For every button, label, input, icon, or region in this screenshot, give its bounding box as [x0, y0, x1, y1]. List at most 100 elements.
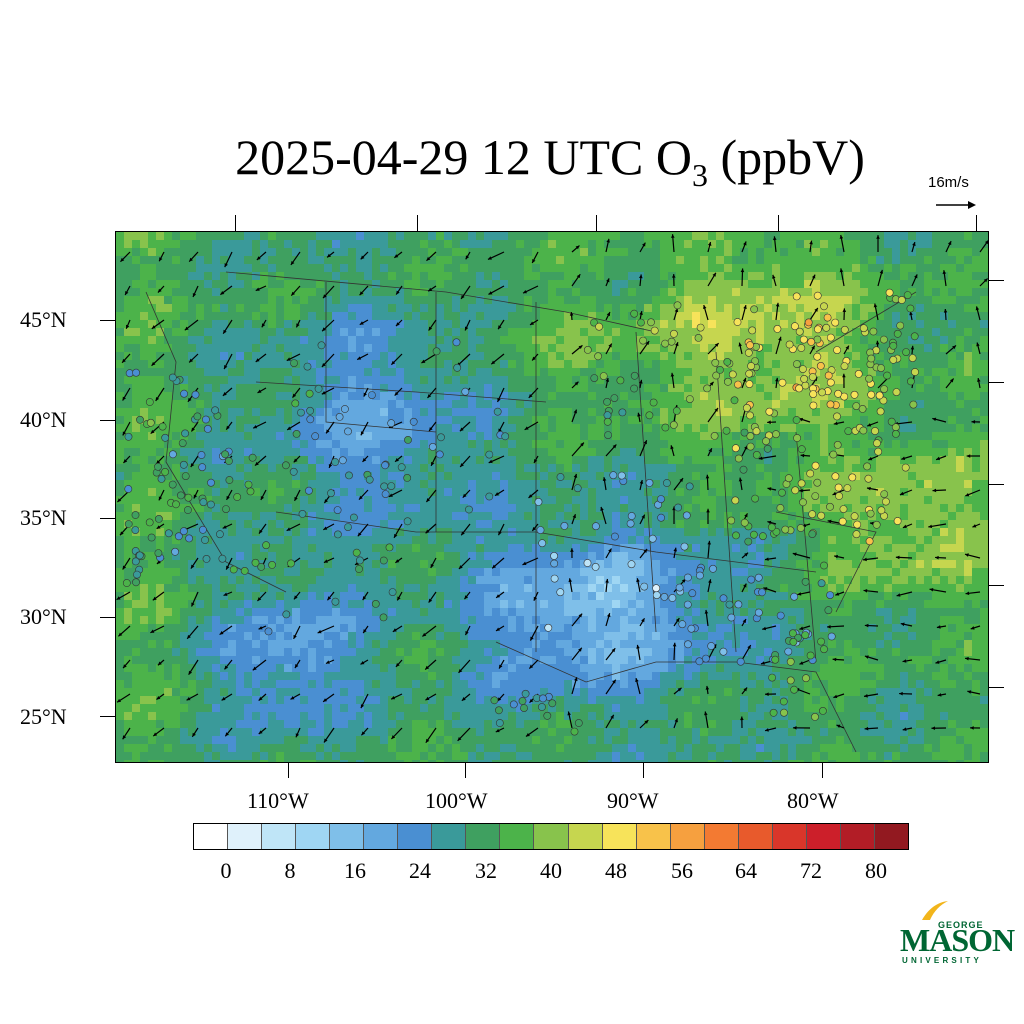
monitoring-station-marker — [800, 374, 808, 383]
wind-vector-arrow — [935, 555, 947, 560]
wind-vector-arrow — [605, 714, 615, 729]
monitoring-station-marker — [731, 444, 740, 453]
monitoring-station-marker — [745, 380, 754, 388]
monitoring-station-marker — [727, 613, 736, 622]
monitoring-station-marker — [661, 339, 669, 348]
monitoring-station-marker — [591, 562, 600, 571]
wind-vector-arrow — [158, 251, 165, 262]
monitoring-station-marker — [872, 520, 881, 529]
wind-vector-arrow — [286, 353, 301, 362]
colorbar-swatch — [330, 824, 365, 849]
wind-vector-arrow — [184, 319, 199, 331]
monitoring-station-marker — [727, 516, 736, 525]
monitoring-station-marker — [734, 380, 742, 389]
monitoring-station-marker — [826, 378, 835, 387]
monitoring-station-marker — [669, 420, 678, 429]
wind-vector-arrow — [707, 447, 713, 457]
monitoring-station-marker — [771, 655, 780, 664]
wind-vector-arrow — [867, 421, 879, 427]
wind-vector-arrow — [741, 552, 749, 559]
wind-vector-arrow — [395, 319, 403, 327]
wind-vector-arrow — [457, 727, 471, 742]
wind-vector-arrow — [158, 489, 165, 501]
wind-vector-arrow — [979, 239, 988, 253]
wind-vector-arrow — [895, 555, 913, 560]
monitoring-station-marker — [202, 415, 210, 424]
right-tick-2 — [988, 382, 1004, 383]
wind-vector-arrow — [863, 693, 879, 698]
monitoring-station-marker — [452, 338, 461, 347]
monitoring-station-marker — [806, 469, 815, 478]
wind-vector-arrow — [463, 591, 471, 600]
wind-vector-arrow — [459, 455, 471, 468]
wind-vector-arrow — [704, 609, 709, 627]
wind-vector-arrow — [567, 711, 573, 729]
wind-vector-arrow — [224, 727, 233, 737]
monitoring-station-marker — [198, 463, 207, 472]
wind-vector-arrow — [839, 234, 845, 253]
monitoring-station-marker — [657, 495, 665, 503]
monitoring-station-marker — [789, 629, 797, 638]
wind-vector-arrow — [636, 578, 641, 593]
wind-vector-arrow — [569, 311, 574, 321]
monitoring-station-marker — [437, 433, 445, 442]
monitoring-station-marker — [327, 489, 335, 498]
wind-vector-arrow — [571, 344, 583, 355]
colorbar-label-8: 8 — [284, 858, 296, 883]
wind-vector-arrow — [395, 557, 403, 564]
monitoring-station-marker — [550, 551, 558, 560]
wind-vector-arrow — [671, 274, 676, 287]
state-border-line — [225, 271, 657, 333]
wind-vector-arrow — [842, 308, 847, 321]
wind-vector-arrow — [428, 591, 437, 603]
monitoring-station-marker — [744, 537, 753, 546]
wind-vector-arrow — [425, 693, 437, 701]
state-border-line — [795, 431, 817, 663]
wind-vector-arrow — [976, 342, 981, 355]
colorbar-label-24: 24 — [409, 858, 431, 883]
wind-vector-arrow — [290, 285, 301, 297]
monitoring-station-marker — [772, 430, 780, 439]
monitoring-station-marker — [154, 549, 163, 557]
wind-vector-arrow — [706, 508, 710, 525]
monitoring-station-marker — [673, 301, 682, 310]
monitoring-station-marker — [649, 398, 658, 407]
monitoring-station-marker — [892, 429, 900, 438]
wind-vector-arrow — [188, 659, 199, 676]
colorbar-label-56: 56 — [671, 858, 693, 883]
monitoring-station-marker — [233, 493, 242, 501]
monitoring-station-marker — [831, 318, 840, 327]
lat-tick-30 — [100, 617, 115, 618]
wind-vector-arrow — [252, 421, 267, 429]
wind-vector-arrow — [188, 251, 199, 263]
wind-vector-arrow — [568, 578, 573, 593]
wind-vector-arrow — [605, 578, 609, 593]
wind-vector-arrow — [494, 489, 505, 497]
monitoring-station-marker — [289, 467, 298, 476]
wind-vector-arrow — [602, 477, 607, 491]
monitoring-station-marker — [839, 505, 848, 513]
monitoring-station-marker — [747, 362, 755, 370]
lon-tick-80 — [822, 762, 823, 778]
wind-vector-arrow — [465, 251, 471, 260]
lat-label-45n: 45°N — [20, 307, 67, 332]
right-tick-1 — [988, 280, 1004, 281]
wind-vector-arrow — [764, 727, 777, 732]
monitoring-station-marker — [556, 473, 565, 481]
monitoring-station-marker — [645, 478, 654, 487]
monitoring-station-marker — [818, 388, 826, 397]
monitoring-station-marker — [734, 454, 743, 463]
monitoring-station-marker — [306, 415, 315, 424]
monitoring-station-marker — [675, 583, 684, 592]
wind-vector-arrow — [225, 421, 233, 431]
wind-vector-arrow — [965, 489, 981, 497]
wind-vector-arrow — [295, 727, 301, 738]
wind-vector-arrow — [673, 477, 684, 491]
colorbar-swatch — [738, 824, 773, 849]
wind-vector-arrow — [809, 307, 819, 321]
monitoring-station-marker — [876, 407, 885, 416]
wind-vector-arrow — [639, 548, 648, 559]
monitoring-station-marker — [827, 632, 836, 641]
monitoring-station-marker — [544, 623, 553, 632]
wind-vector-arrow — [902, 523, 913, 529]
